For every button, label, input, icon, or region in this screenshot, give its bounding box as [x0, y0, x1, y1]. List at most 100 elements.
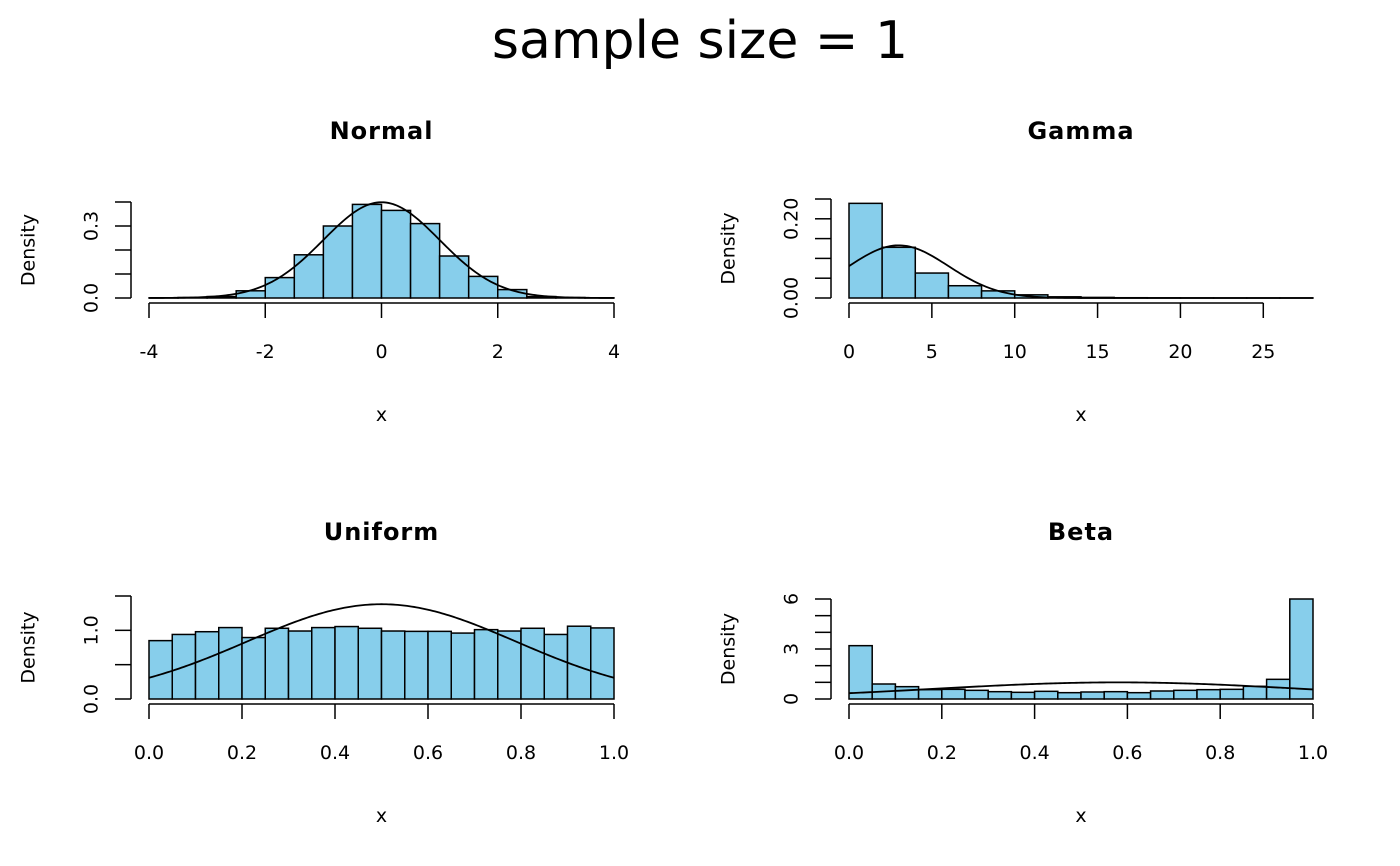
panel-beta: Beta 0.0 0.2 0.4 0.6 0.8 1.0 x 0 3 6 Density — [718, 518, 1328, 827]
panel-normal: Normal -4 -2 0 2 4 x 0.0 0.3 Density — [18, 117, 620, 426]
histogram-bar — [947, 284, 983, 299]
x-tick-label: 15 — [1085, 341, 1109, 363]
histogram-bar — [1265, 678, 1291, 700]
x-tick-label: 0.8 — [1205, 742, 1235, 764]
histogram-bar — [264, 276, 296, 299]
x-tick-label: 0 — [843, 341, 855, 363]
histogram-bar — [287, 630, 313, 700]
histogram-bar — [1033, 690, 1059, 700]
y-tick-label: 0.00 — [781, 277, 803, 319]
x-tick-label: 0 — [375, 341, 387, 363]
histogram-bar — [241, 636, 266, 700]
histogram-bar — [1103, 690, 1129, 700]
histogram-bar — [218, 626, 243, 700]
y-axis-title: Density — [18, 214, 40, 286]
histogram-bar — [404, 630, 429, 700]
x-tick-label: 0.8 — [506, 742, 536, 764]
panel-title: Uniform — [324, 518, 440, 546]
density-curve — [148, 603, 615, 679]
histogram-bar — [293, 254, 325, 299]
x-tick-label: -4 — [140, 341, 159, 363]
y-tick-label: 0.0 — [81, 283, 103, 313]
x-axis-title: x — [376, 805, 387, 827]
x-tick-label: 25 — [1251, 341, 1275, 363]
histogram-bar — [1080, 691, 1105, 700]
x-tick-label: 2 — [492, 341, 504, 363]
histogram-bar — [1219, 688, 1245, 700]
histogram-bar — [566, 625, 592, 700]
histogram-bar — [1196, 688, 1221, 700]
panel-title: Beta — [1048, 518, 1114, 546]
histogram-bar — [590, 627, 615, 700]
density-curve — [848, 681, 1314, 695]
histogram-bar — [917, 688, 943, 700]
y-axis-title: Density — [718, 212, 740, 284]
histogram-bar — [520, 627, 545, 700]
x-axis-title: x — [1075, 404, 1086, 426]
histogram-bar — [987, 690, 1013, 700]
histogram-bar — [894, 685, 920, 700]
y-tick-label: 0 — [781, 693, 803, 705]
x-tick-label: 0.2 — [927, 742, 957, 764]
x-tick-label: 20 — [1168, 341, 1192, 363]
histogram-bar — [1010, 691, 1036, 700]
y-tick-label: 1.0 — [81, 615, 103, 645]
histogram-bar — [380, 209, 412, 299]
x-tick-label: 0.4 — [320, 742, 350, 764]
histogram-bar — [148, 639, 173, 700]
histogram-bar — [1057, 691, 1082, 700]
panel-uniform: Uniform 0.0 0.2 0.4 0.6 0.8 1.0 x 0.0 1.0 Density — [18, 518, 629, 827]
y-tick-label: 0.20 — [781, 198, 803, 240]
x-axis-title: x — [376, 404, 387, 426]
x-tick-label: 5 — [926, 341, 938, 363]
panel-title: Normal — [330, 117, 434, 145]
x-tick-label: 1.0 — [599, 742, 629, 764]
x-tick-label: 0.6 — [413, 742, 443, 764]
x-tick-label: 10 — [1003, 341, 1027, 363]
histogram-bar — [1149, 690, 1175, 700]
histogram-bar — [543, 633, 569, 700]
histogram-bar — [1173, 689, 1198, 700]
histogram-bar — [450, 632, 476, 700]
histogram-bar — [351, 203, 383, 299]
histogram-bar — [941, 688, 966, 700]
histogram-bar — [264, 627, 290, 700]
histogram-bar — [380, 630, 406, 700]
panel-gamma: Gamma 0 5 10 15 20 25 x 0.00 0.20 Density — [718, 117, 1314, 426]
x-tick-label: 0.6 — [1112, 742, 1142, 764]
histogram-bar — [914, 272, 950, 299]
histogram-bar — [311, 626, 336, 700]
x-tick-label: 0.0 — [834, 742, 864, 764]
main-title: sample size = 1 — [492, 11, 908, 71]
y-axis-title: Density — [718, 613, 740, 685]
histogram-bar — [1242, 685, 1268, 700]
y-tick-label: 0.0 — [81, 684, 103, 714]
x-axis-title: x — [1075, 805, 1086, 827]
y-tick-label: 0.3 — [81, 211, 103, 241]
y-tick-label: 6 — [781, 593, 803, 605]
x-tick-label: 0.0 — [134, 742, 164, 764]
histogram-bar — [194, 630, 220, 700]
panel-title: Gamma — [1027, 117, 1134, 145]
x-tick-label: -2 — [256, 341, 275, 363]
density-curve — [848, 244, 1313, 299]
histogram-bar — [334, 625, 359, 700]
histogram-bar — [473, 628, 499, 700]
histogram-bar — [497, 630, 522, 700]
histogram-bar — [881, 246, 917, 299]
histogram-bar — [467, 275, 499, 299]
y-tick-label: 3 — [781, 643, 803, 655]
histogram-bar — [1289, 598, 1314, 700]
histogram-bar — [235, 290, 266, 299]
y-axis-title: Density — [18, 611, 40, 683]
histogram-bar — [964, 689, 989, 700]
histogram-bar — [427, 630, 452, 700]
histogram-bar — [357, 627, 383, 700]
x-tick-label: 1.0 — [1298, 742, 1328, 764]
density-curve — [148, 201, 615, 299]
x-tick-label: 0.4 — [1019, 742, 1049, 764]
histogram-bar — [1126, 691, 1152, 700]
x-tick-label: 0.2 — [227, 742, 257, 764]
histogram-bar — [848, 644, 873, 700]
